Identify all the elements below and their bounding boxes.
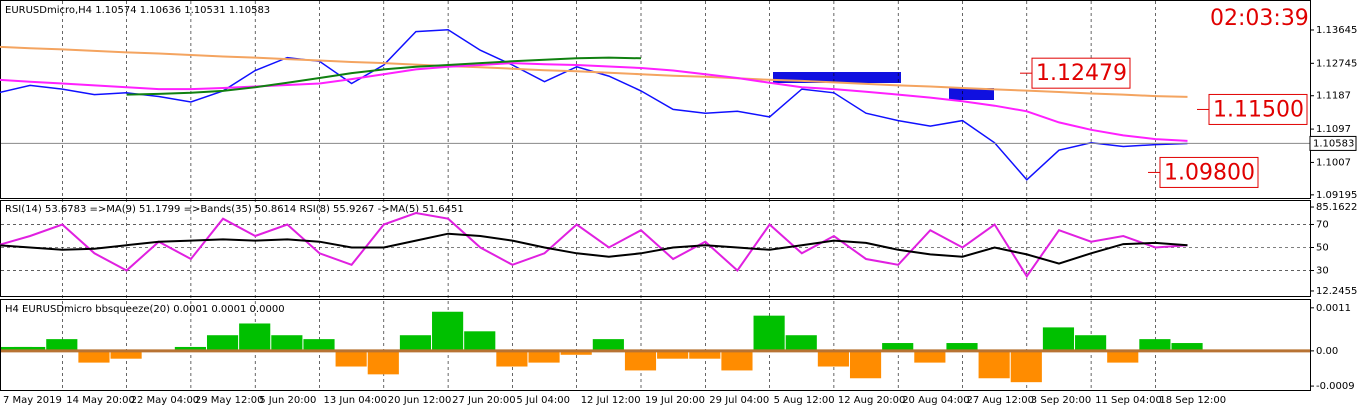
y-tick-label: 1.1187: [1316, 91, 1351, 102]
bar: [849, 350, 882, 379]
x-tick-label: 27 Aug 12:00: [967, 395, 1034, 406]
bar: [560, 350, 592, 355]
level-label: 1.09800: [1164, 160, 1255, 185]
y-tick-label: -0.0009: [1316, 381, 1355, 392]
bar: [657, 350, 689, 359]
bar: [206, 335, 239, 351]
zone-box: [949, 88, 994, 100]
bar: [78, 350, 110, 363]
y-tick-label: 85.1622: [1316, 202, 1357, 213]
x-tick-label: 12 Jul 12:00: [581, 395, 641, 406]
series-line: [0, 211, 1188, 279]
bar: [882, 343, 914, 351]
level-box: [1159, 156, 1259, 188]
bar: [1171, 343, 1203, 351]
x-tick-label: 5 Jun 20:00: [259, 395, 316, 406]
bar: [946, 343, 978, 351]
main-frame: [0, 0, 1311, 199]
x-tick-label: 3 Sep 20:00: [1031, 395, 1091, 406]
x-tick-label: 5 Jul 04:00: [516, 395, 570, 406]
last-price-box: [1309, 135, 1357, 151]
bar: [1139, 339, 1171, 351]
y-tick-label: 12.2455: [1316, 286, 1357, 297]
squeeze-title: H4 EURUSDmicro bbsqueeze(20) 0.0001 0.00…: [5, 304, 285, 315]
bar: [914, 350, 946, 363]
bar: [367, 350, 399, 375]
y-tick-label: 1.1007: [1316, 157, 1351, 168]
bar: [1075, 335, 1107, 351]
y-tick-label: 1.13645: [1316, 25, 1357, 36]
y-tick-label: 1.09195: [1316, 190, 1357, 201]
bar: [432, 311, 464, 351]
series-line: [0, 45, 1188, 98]
level-box: [1208, 93, 1308, 125]
bar: [46, 339, 78, 351]
bar: [110, 350, 142, 359]
bar: [303, 339, 335, 351]
bar: [689, 350, 721, 359]
x-tick-label: 19 Jul 20:00: [645, 395, 705, 406]
x-tick-label: 20 Aug 04:00: [902, 395, 969, 406]
bar: [464, 331, 496, 351]
rsi-title: RSI(14) 53.6783 =>MA(9) 51.1799 =>Bands(…: [5, 204, 464, 215]
level-label: 1.11500: [1213, 97, 1304, 122]
bar: [271, 335, 303, 351]
bar: [335, 350, 367, 367]
x-tick-label: 20 Jun 12:00: [388, 395, 452, 406]
series-line: [0, 232, 1188, 265]
series-line: [0, 62, 1188, 142]
bar: [239, 323, 271, 351]
bar: [785, 335, 817, 351]
bar: [174, 346, 206, 351]
level-box: [1031, 57, 1131, 89]
y-tick-label: 1.12745: [1316, 58, 1357, 69]
bar: [1010, 350, 1042, 383]
x-tick-label: 29 May 12:00: [195, 395, 264, 406]
zone-box: [773, 72, 901, 83]
last-price-label: 1.10583: [1313, 138, 1354, 149]
x-tick-label: 11 Sep 04:00: [1095, 395, 1162, 406]
y-tick-label: 50: [1316, 243, 1329, 254]
x-tick-label: 22 May 04:00: [131, 395, 200, 406]
y-tick-label: 70: [1316, 219, 1329, 230]
bar: [978, 350, 1010, 379]
bar: [817, 350, 849, 367]
y-tick-label: 1.1097: [1316, 124, 1351, 135]
bar: [14, 346, 46, 351]
bar: [1042, 327, 1075, 351]
main-title: EURUSDmicro,H4 1.10574 1.10636 1.10531 1…: [5, 5, 270, 16]
x-tick-label: 29 Jul 04:00: [709, 395, 769, 406]
squeeze-frame: [0, 299, 1311, 391]
rsi-frame: [0, 200, 1311, 297]
bar: [592, 339, 624, 351]
bar: [624, 350, 657, 371]
bar: [528, 350, 560, 363]
bar: [496, 350, 528, 367]
x-tick-label: 5 Aug 12:00: [774, 395, 835, 406]
x-tick-label: 27 Jun 20:00: [452, 395, 516, 406]
x-tick-label: 12 Aug 20:00: [838, 395, 905, 406]
bar: [1107, 350, 1139, 363]
level-label: 1.12479: [1036, 61, 1127, 86]
series-line: [126, 56, 642, 96]
x-tick-label: 18 Sep 12:00: [1159, 395, 1226, 406]
x-tick-label: 7 May 2019: [3, 395, 62, 406]
y-tick-label: 30: [1316, 266, 1329, 277]
x-tick-label: 13 Jun 04:00: [324, 395, 388, 406]
timer: 02:03:39: [1210, 6, 1309, 31]
y-tick-label: 0.00: [1316, 346, 1338, 357]
x-tick-label: 14 May 20:00: [66, 395, 135, 406]
y-tick-label: 0.0011: [1316, 303, 1351, 314]
series-line: [0, 29, 1188, 181]
bar: [753, 315, 785, 351]
bar: [721, 350, 753, 371]
bar: [399, 335, 432, 351]
